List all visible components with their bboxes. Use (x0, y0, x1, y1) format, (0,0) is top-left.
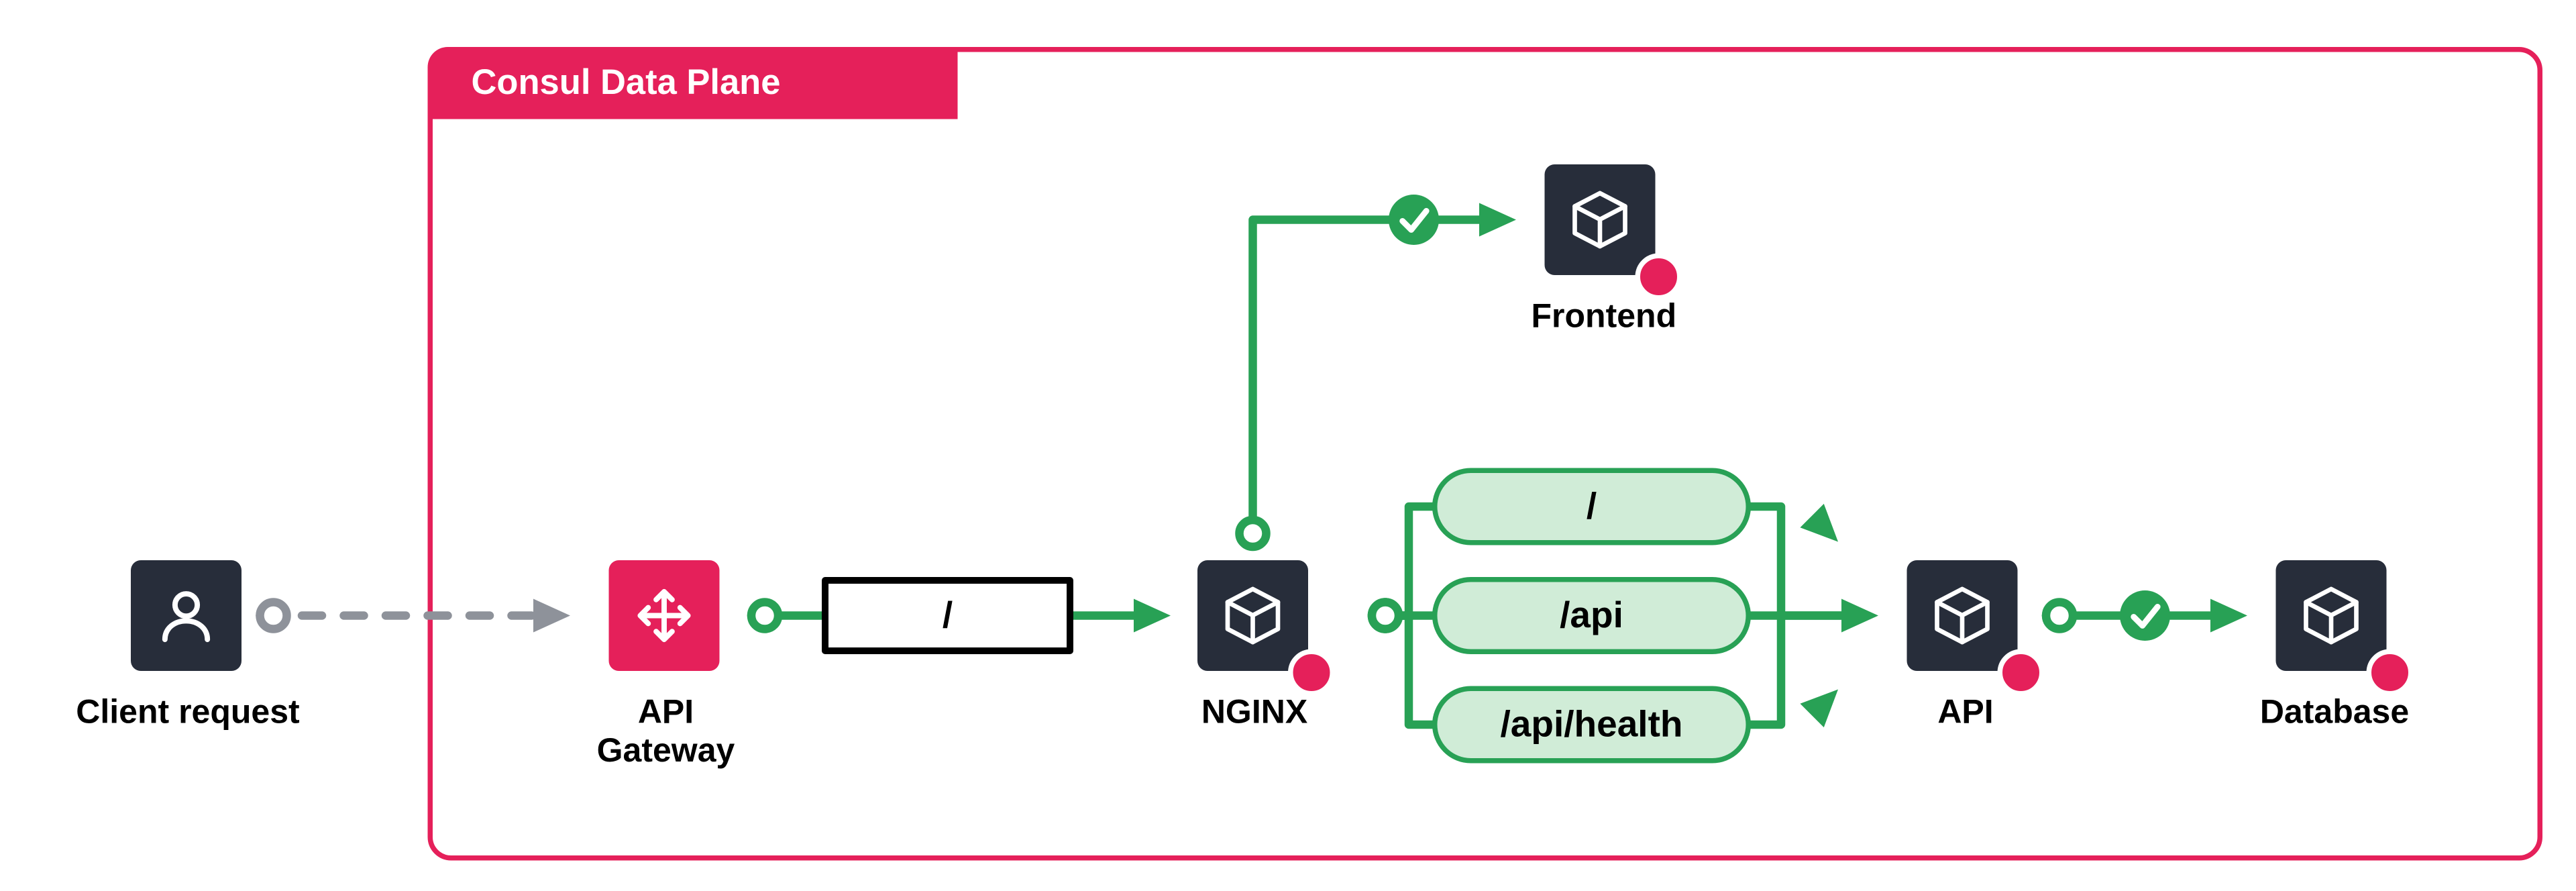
status-badge (1635, 254, 1682, 301)
route-pill-root: / (1432, 468, 1751, 545)
data-plane-title: Consul Data Plane (428, 47, 958, 119)
diagram-stage: Consul Data Plane / / /api /api/health C… (0, 0, 2576, 891)
status-badge (1288, 649, 1335, 696)
nginx-node (1197, 560, 1308, 671)
database-label: Database (2253, 694, 2417, 733)
route-pill-health-label: /api/health (1500, 703, 1682, 747)
route-pill-api: /api (1432, 577, 1751, 654)
user-icon (154, 584, 218, 647)
nginx-label: NGINX (1197, 694, 1311, 733)
api-label: API (1932, 694, 1999, 733)
database-node (2276, 560, 2387, 671)
api-node (1907, 560, 2018, 671)
cube-icon (1566, 187, 1633, 254)
client-request-node (131, 560, 241, 671)
status-badge (2367, 649, 2414, 696)
api-gateway-label: API Gateway (596, 694, 737, 772)
client-request-label: Client request (64, 694, 312, 733)
move-icon (633, 584, 696, 647)
cube-icon (1929, 582, 1996, 649)
gateway-route-label: / (943, 594, 953, 637)
data-plane-title-text: Consul Data Plane (472, 63, 781, 103)
cube-icon (2298, 582, 2365, 649)
route-pill-health: /api/health (1432, 686, 1751, 764)
cube-icon (1220, 582, 1287, 649)
route-pill-api-label: /api (1560, 594, 1623, 637)
gateway-route-box: / (822, 577, 1073, 654)
route-pill-root-label: / (1587, 485, 1597, 529)
frontend-label: Frontend (1532, 299, 1676, 337)
api-gateway-node (609, 560, 720, 671)
status-badge (1998, 649, 2045, 696)
frontend-node (1545, 164, 1656, 275)
